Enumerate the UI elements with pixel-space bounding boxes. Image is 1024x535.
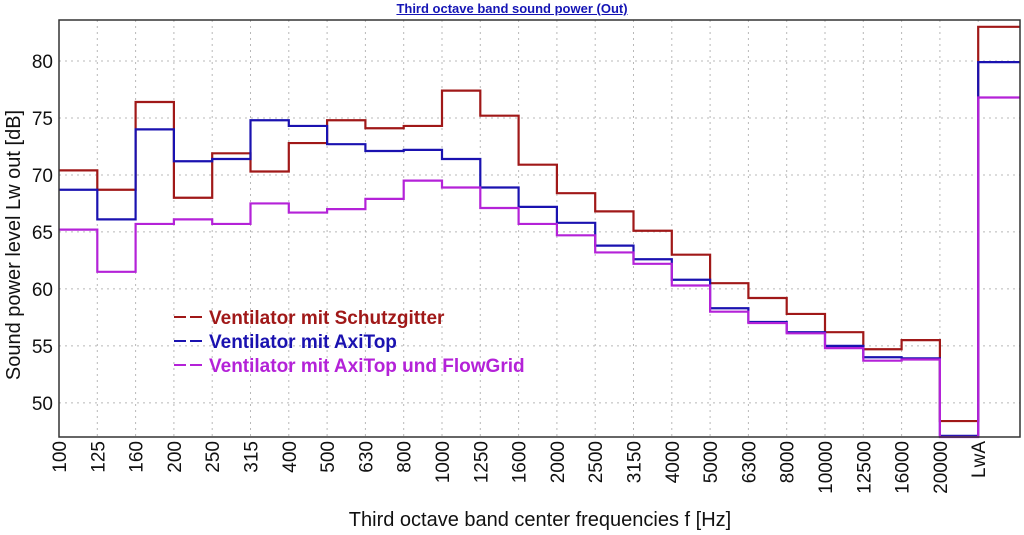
series-line-3 [59,96,1020,439]
y-tick-label: 70 [32,166,53,187]
series-group [59,25,1020,439]
series-line-1 [59,25,1020,423]
x-tick-labels: 100 125 160 200 250 315 400 500 630 800 1000 1250 16… [50,441,990,494]
x-tick-label: 5000 [701,441,722,483]
x-tick-label: 315 [242,441,263,473]
legend-label: Ventilator mit Schutzgitter [209,308,445,329]
y-tick-label: 65 [32,223,53,244]
x-tick-label: 500 [318,441,339,473]
legend: Ventilator mit Schutzgitter Ventilator mi… [174,308,525,377]
grid [59,20,1020,437]
x-tick-label: 8000 [778,441,799,483]
x-tick-label: 200 [165,441,186,473]
x-tick-label: LwA [969,441,990,478]
x-tick-label: 250 [203,441,224,473]
y-tick-label: 75 [32,109,53,130]
x-tick-label: 160 [127,441,148,473]
y-tick-label: 60 [32,280,53,301]
x-tick-label: 1250 [471,441,492,483]
legend-label: Ventilator mit AxiTop und FlowGrid [209,356,525,377]
x-tick-label: 1600 [510,441,531,483]
x-tick-label: 800 [395,441,416,473]
x-tick-label: 3150 [625,441,646,483]
x-tick-label: 125 [88,441,109,473]
x-tick-label: 12500 [854,441,875,494]
x-tick-label: 6300 [739,441,760,483]
x-tick-label: 400 [280,441,301,473]
y-tick-labels: 50 55 60 65 70 75 80 [32,52,53,415]
y-tick-label: 55 [32,337,53,358]
x-axis-label: Third octave band center frequencies f [… [349,509,731,531]
chart-title: Third octave band sound power (Out) [396,1,628,16]
x-tick-label: 2000 [548,441,569,483]
x-tick-label: 100 [50,441,71,473]
x-tick-label: 1000 [433,441,454,483]
x-tick-label: 10000 [816,441,837,494]
x-tick-label: 630 [356,441,377,473]
plot-frame [58,19,1021,438]
y-tick-label: 50 [32,394,53,415]
series-line-2 [59,61,1020,437]
x-tick-label: 4000 [663,441,684,483]
y-axis-label: Sound power level Lw out [dB] [3,110,25,380]
y-tick-label: 80 [32,52,53,73]
x-tick-label: 16000 [893,441,914,494]
x-tick-label: 20000 [931,441,952,494]
legend-label: Ventilator mit AxiTop [209,332,397,353]
x-tick-label: 2500 [586,441,607,483]
